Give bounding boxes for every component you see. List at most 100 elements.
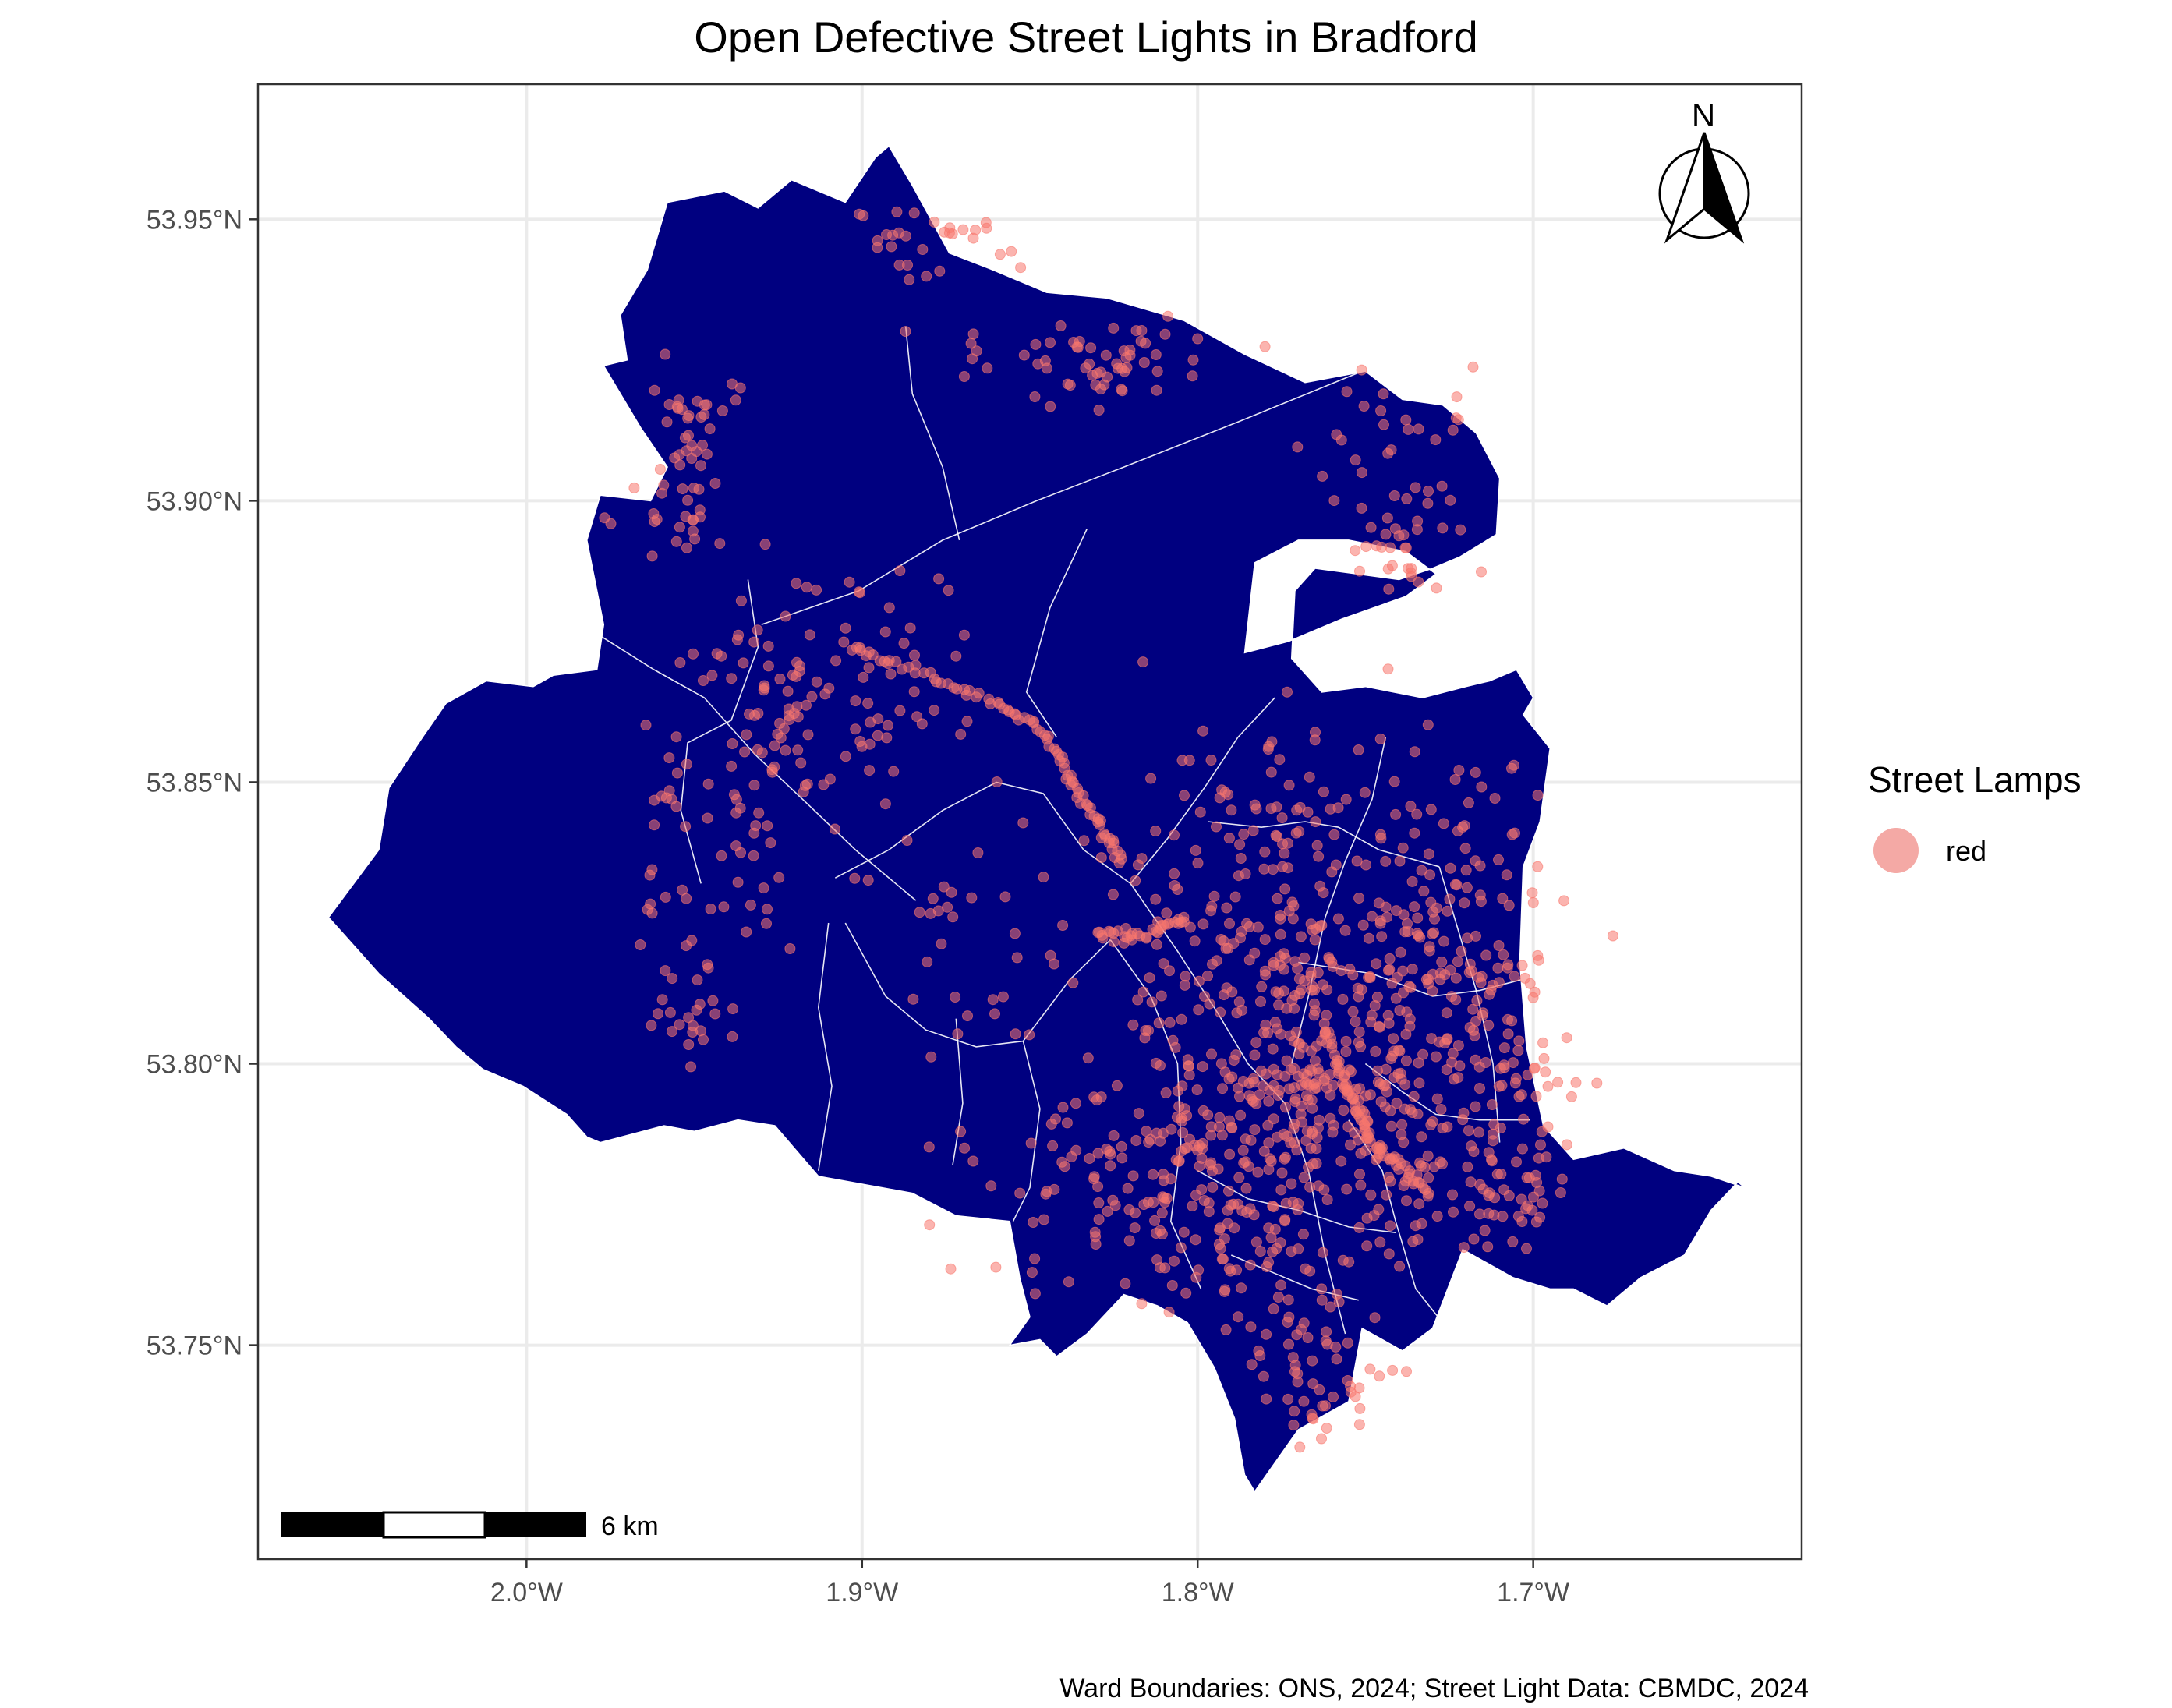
street-lamp-point	[1535, 1139, 1546, 1151]
street-lamp-point	[1085, 342, 1097, 354]
street-lamp-point	[943, 585, 954, 596]
street-lamp-point	[1463, 1125, 1474, 1137]
street-lamp-point	[1423, 1172, 1434, 1183]
street-lamp-point	[1321, 1194, 1333, 1205]
street-lamp-point	[1252, 921, 1264, 933]
street-lamp-point	[1390, 808, 1402, 820]
street-lamp-point	[1205, 905, 1217, 917]
street-lamp-point	[1261, 1261, 1272, 1272]
street-lamp-point	[849, 872, 861, 884]
street-lamp-point	[844, 576, 855, 588]
street-lamp-point	[1202, 970, 1213, 981]
street-lamp-point	[1119, 366, 1130, 377]
street-lamp-point	[1321, 984, 1333, 995]
street-lamp-point	[691, 1004, 702, 1016]
street-lamp-point	[1506, 1015, 1518, 1027]
street-lamp-point	[1197, 918, 1209, 930]
street-lamp-point	[929, 216, 940, 228]
street-lamp-point	[716, 850, 727, 861]
street-lamp-point	[1385, 542, 1396, 553]
street-lamp-point	[1116, 1152, 1128, 1164]
street-lamp-point	[1151, 366, 1163, 377]
street-lamp-point	[1518, 1113, 1530, 1125]
street-lamp-point	[702, 962, 714, 974]
x-axis: 2.0°W 1.9°W 1.8°W 1.7°W	[490, 1559, 1569, 1607]
street-lamp-point	[1318, 1075, 1330, 1087]
street-lamp-point	[1258, 1370, 1269, 1382]
street-lamp-point	[1533, 1152, 1544, 1164]
street-lamp-point	[733, 629, 745, 641]
street-lamp-point	[1276, 1167, 1288, 1179]
street-lamp-point	[1029, 391, 1041, 402]
street-lamp-point	[1318, 786, 1329, 797]
ward-boundary	[1025, 529, 1088, 738]
street-lamp-point	[1454, 1060, 1466, 1072]
street-lamp-point	[1038, 872, 1049, 883]
street-lamp-point	[1253, 1345, 1265, 1356]
street-lamp-point	[1153, 1017, 1165, 1029]
street-lamp-point	[1213, 1239, 1225, 1250]
street-lamp-point	[1223, 833, 1235, 844]
street-lamp-point	[982, 362, 993, 374]
street-lamp-point	[887, 229, 899, 241]
street-lamp-point	[1396, 1119, 1408, 1130]
street-lamp-point	[1130, 325, 1142, 337]
street-lamp-point	[1366, 1010, 1378, 1021]
street-lamp-point	[1516, 960, 1528, 971]
street-lamp-point	[1493, 1080, 1505, 1092]
street-lamp-point	[1565, 1091, 1577, 1102]
street-lamp-point	[1233, 1311, 1244, 1323]
street-lamp-point	[862, 875, 874, 886]
street-lamp-point	[1430, 1051, 1442, 1063]
street-lamp-point	[762, 904, 773, 915]
street-lamp-point	[1143, 1137, 1155, 1148]
street-lamp-point	[727, 738, 738, 749]
street-lamp-point	[893, 259, 905, 271]
street-lamp-point	[1177, 1127, 1189, 1138]
street-lamp-point	[1470, 1101, 1481, 1112]
street-lamp-point	[791, 670, 802, 682]
street-lamp-point	[829, 823, 840, 835]
street-lamp-point	[1448, 1206, 1459, 1218]
street-lamp-point	[872, 730, 883, 741]
ward-boundary	[817, 922, 833, 1171]
street-lamp-point	[1127, 1170, 1139, 1182]
street-lamp-point	[879, 798, 891, 810]
street-lamp-point	[741, 926, 752, 938]
street-lamp-point	[1460, 865, 1472, 876]
street-lamp-point	[1555, 1187, 1566, 1198]
street-lamp-point	[1365, 522, 1377, 533]
street-lamp-point	[1105, 1160, 1116, 1172]
street-lamp-point	[985, 1180, 997, 1192]
street-lamp-point	[1408, 1091, 1420, 1102]
scale-bar-segment-2	[382, 1511, 486, 1539]
street-lamp-point	[1486, 1154, 1497, 1165]
street-lamp-point	[1212, 1163, 1224, 1175]
street-lamp-point	[1282, 837, 1293, 849]
street-lamp-point	[1237, 1076, 1249, 1087]
street-lamp-point	[1451, 391, 1463, 403]
street-lamp-point	[1229, 891, 1241, 903]
street-lamp-point	[1483, 1020, 1495, 1031]
street-lamp-point	[1271, 1243, 1282, 1254]
street-lamp-point	[1247, 1096, 1259, 1107]
street-lamp-point	[1321, 1326, 1332, 1338]
street-lamp-point	[1193, 975, 1205, 987]
street-lamp-point	[1055, 320, 1067, 331]
street-lamp-point	[1422, 1150, 1434, 1162]
street-lamp-point	[1311, 1040, 1322, 1052]
street-lamp-point	[1116, 1140, 1127, 1152]
street-lamp-point	[784, 714, 795, 725]
street-lamp-point	[1026, 1267, 1038, 1278]
street-lamp-point	[850, 695, 861, 707]
street-lamp-point	[1234, 839, 1246, 850]
street-lamp-point	[938, 881, 950, 893]
street-lamp-point	[1241, 1207, 1253, 1218]
street-lamp-point	[762, 660, 774, 672]
street-lamp-point	[1409, 746, 1420, 758]
street-lamp-point	[670, 801, 682, 812]
street-lamp-point	[1093, 1197, 1105, 1208]
street-lamp-point	[1281, 1055, 1293, 1066]
street-lamp-point	[1194, 1140, 1205, 1151]
street-lamp-point	[663, 399, 675, 410]
